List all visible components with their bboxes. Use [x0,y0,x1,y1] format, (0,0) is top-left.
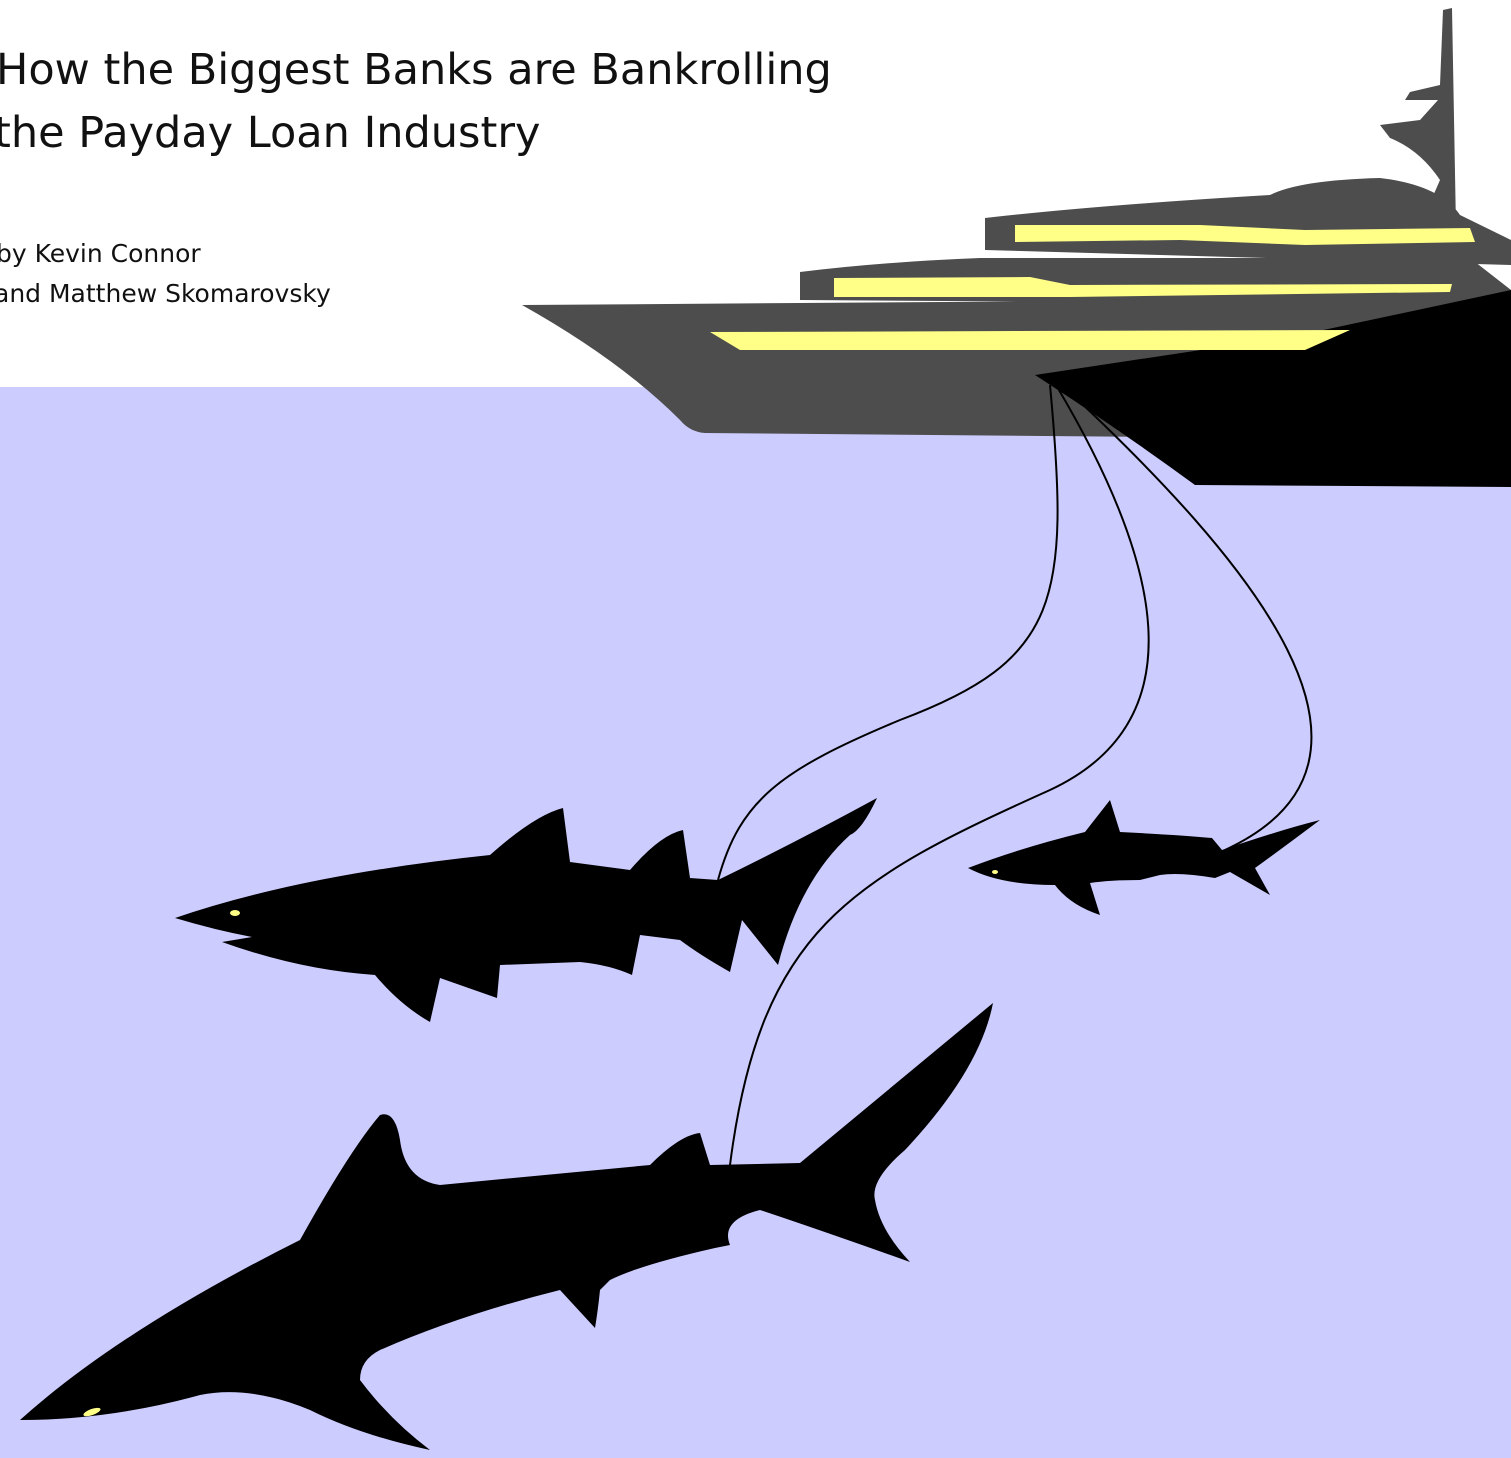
yacht [522,8,1511,487]
title-line: the Payday Loan Industry [0,108,540,158]
title-line: How the Biggest Banks are Bankrolling [0,45,832,95]
byline-line: by Kevin Connor [0,239,201,268]
shark [175,798,877,1022]
byline-line: and Matthew Skomarovsky [0,279,331,308]
shark [20,1003,993,1450]
fishing-lines [717,384,1313,1166]
shark [968,800,1320,915]
